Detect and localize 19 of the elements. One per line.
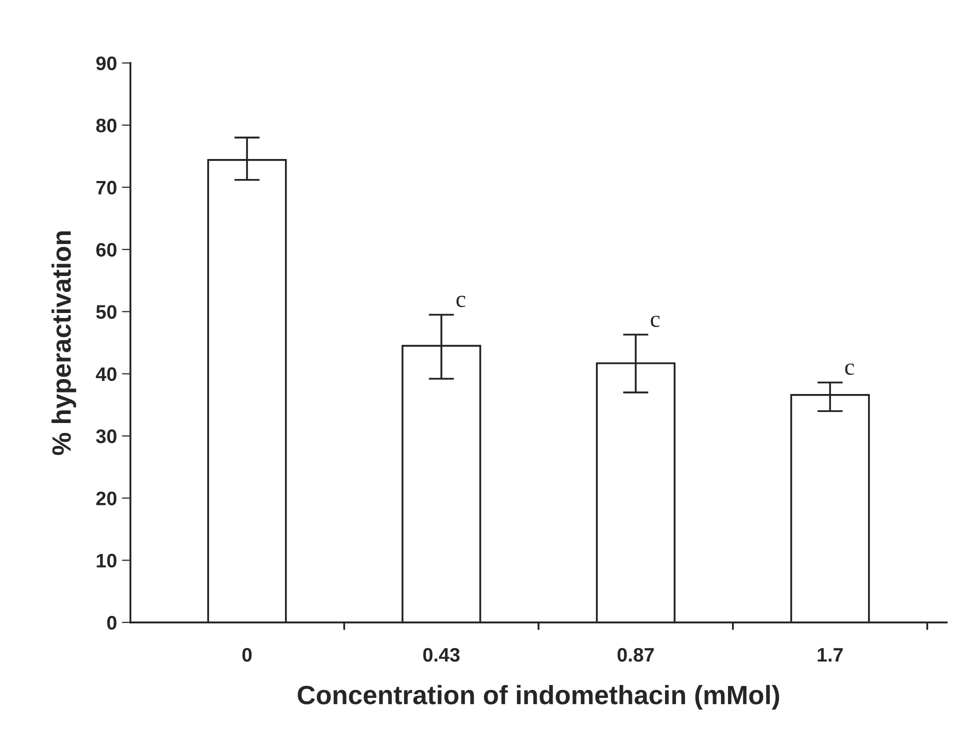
y-tick-label: 80 xyxy=(96,118,116,132)
y-tick-label: 40 xyxy=(96,367,116,382)
x-axis-title: Concentration of indomethacin (mMol) xyxy=(298,685,780,710)
y-tick-label: 20 xyxy=(96,492,116,506)
y-tick-label: 90 xyxy=(96,56,116,70)
x-tick-label: 0.43 xyxy=(423,648,460,662)
y-tick-label: 50 xyxy=(96,305,116,319)
x-tick-label: 0 xyxy=(242,648,252,662)
x-tick-label: 0.87 xyxy=(618,648,654,662)
y-tick-label: 60 xyxy=(96,242,116,257)
y-axis-title: % hyperactivation xyxy=(52,231,76,455)
y-tick-label: 0 xyxy=(107,616,116,630)
y-tick-label: 70 xyxy=(96,180,116,195)
annotation: c xyxy=(456,296,466,308)
y-tick-label: 10 xyxy=(96,554,116,568)
annotation: c xyxy=(845,364,854,375)
annotation: c xyxy=(650,316,660,328)
x-tick-label: 1.7 xyxy=(818,648,843,662)
y-tick-label: 30 xyxy=(96,429,116,444)
